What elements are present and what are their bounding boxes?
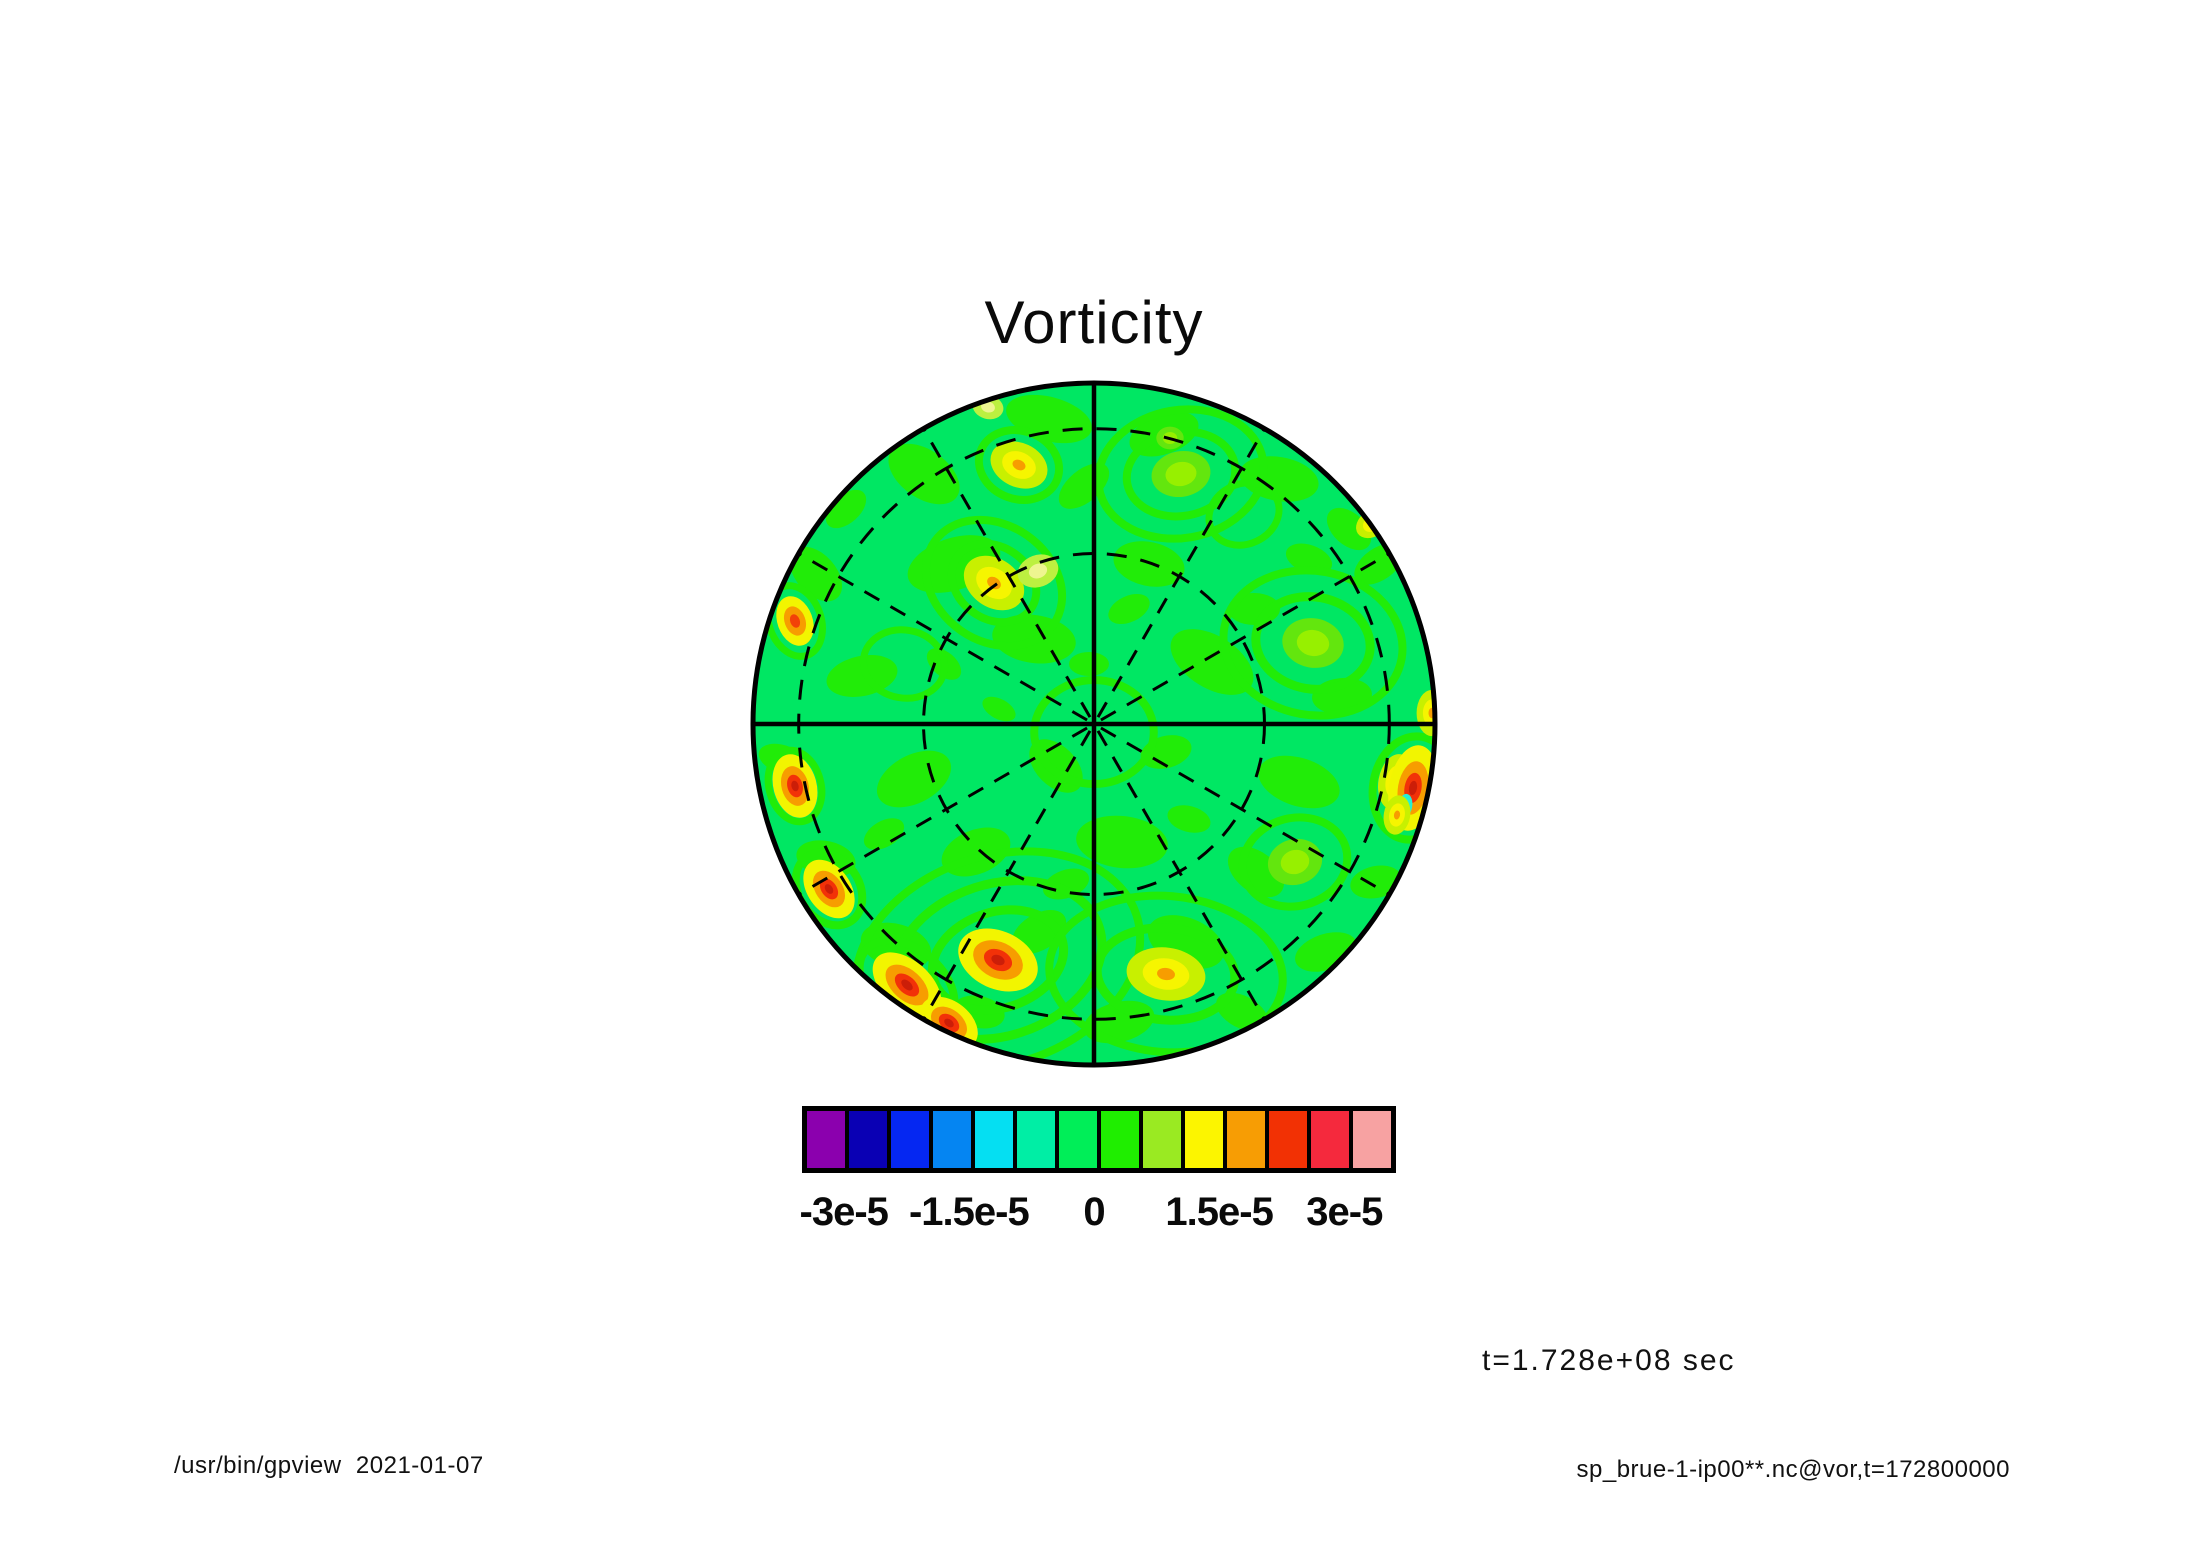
colorbar-cell: [1143, 1111, 1185, 1168]
footer-source-file: sp_brue-1-ip00**.nc@vor,t=172800000: [1576, 1456, 2010, 1483]
colorbar-tick-label: 0: [1083, 1190, 1105, 1234]
footer-command-date: /usr/bin/gpview 2021-01-07: [174, 1452, 484, 1479]
colorbar-cell: [1101, 1111, 1143, 1168]
colorbar-cell: [849, 1111, 891, 1168]
colorbar-cell: [1311, 1111, 1353, 1168]
colorbar-cell: [1059, 1111, 1101, 1168]
colorbar-cell: [807, 1111, 849, 1168]
colorbar-tick-label: 1.5e-5: [1165, 1190, 1273, 1234]
colorbar-cell: [933, 1111, 975, 1168]
colorbar: [802, 1106, 1396, 1173]
colorbar-tick-label: -1.5e-5: [908, 1190, 1030, 1234]
colorbar-cell: [1017, 1111, 1059, 1168]
colorbar-cell: [1185, 1111, 1227, 1168]
colorbar-cell: [1353, 1111, 1391, 1168]
colorbar-tick-label: -3e-5: [799, 1190, 889, 1234]
plot-outer-rim: [750, 380, 1438, 1068]
colorbar-cell: [975, 1111, 1017, 1168]
colorbar-cell: [1269, 1111, 1311, 1168]
colorbar-cell: [1227, 1111, 1269, 1168]
colorbar-cell: [891, 1111, 933, 1168]
page-title: Vorticity: [984, 289, 1204, 356]
colorbar-tick-label: 3e-5: [1306, 1190, 1383, 1234]
time-label: t=1.728e+08 sec: [1482, 1344, 1736, 1377]
